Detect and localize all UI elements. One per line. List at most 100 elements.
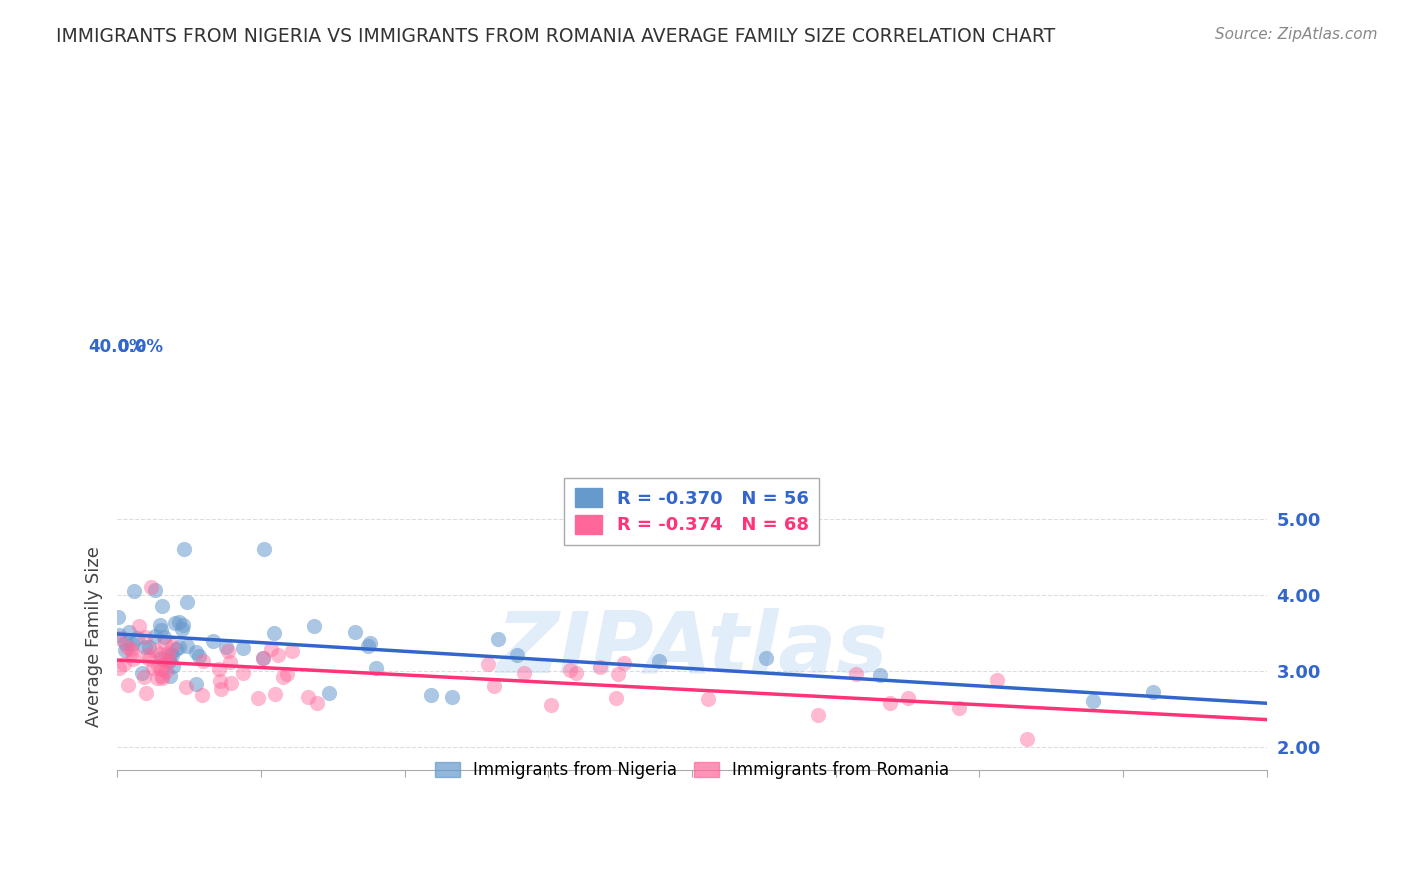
Immigrants from Nigeria xyxy=(122,584,145,599)
Immigrants from Romania xyxy=(157,647,180,661)
Immigrants from Nigeria xyxy=(159,648,181,662)
Immigrants from Nigeria xyxy=(440,690,463,704)
Immigrants from Romania xyxy=(948,700,970,714)
Immigrants from Romania xyxy=(605,691,627,706)
Immigrants from Romania xyxy=(271,670,294,684)
Immigrants from Romania xyxy=(558,663,581,677)
Immigrants from Romania xyxy=(879,696,901,710)
Immigrants from Romania xyxy=(1017,731,1039,746)
Immigrants from Romania xyxy=(155,655,177,669)
Immigrants from Romania xyxy=(281,643,304,657)
Immigrants from Nigeria xyxy=(121,637,143,651)
Immigrants from Romania xyxy=(565,666,588,681)
Immigrants from Nigeria xyxy=(215,640,238,654)
Immigrants from Romania xyxy=(221,676,243,690)
Immigrants from Romania xyxy=(209,673,232,688)
Immigrants from Romania xyxy=(142,661,165,675)
Immigrants from Romania xyxy=(155,636,177,650)
Immigrants from Nigeria xyxy=(131,665,153,680)
Immigrants from Romania xyxy=(513,666,536,681)
Immigrants from Nigeria xyxy=(232,640,254,655)
Immigrants from Romania xyxy=(218,655,240,669)
Immigrants from Romania xyxy=(482,679,505,693)
Immigrants from Nigeria xyxy=(169,615,191,629)
Immigrants from Nigeria xyxy=(318,685,340,699)
Legend: Immigrants from Nigeria, Immigrants from Romania: Immigrants from Nigeria, Immigrants from… xyxy=(427,755,956,786)
Immigrants from Nigeria xyxy=(506,648,529,662)
Immigrants from Nigeria xyxy=(165,641,187,656)
Immigrants from Romania xyxy=(477,657,499,671)
Immigrants from Nigeria xyxy=(150,599,173,613)
Immigrants from Romania xyxy=(149,647,172,661)
Immigrants from Romania xyxy=(897,690,920,705)
Immigrants from Nigeria xyxy=(165,615,187,630)
Immigrants from Romania xyxy=(845,666,868,681)
Immigrants from Romania xyxy=(589,660,612,674)
Immigrants from Nigeria xyxy=(173,541,195,556)
Immigrants from Romania xyxy=(260,642,283,657)
Immigrants from Romania xyxy=(121,645,143,659)
Immigrants from Nigeria xyxy=(143,629,166,643)
Immigrants from Nigeria xyxy=(150,623,173,637)
Immigrants from Nigeria xyxy=(344,624,367,639)
Immigrants from Nigeria xyxy=(167,640,190,654)
Immigrants from Romania xyxy=(120,642,142,657)
Immigrants from Nigeria xyxy=(1081,693,1104,707)
Immigrants from Nigeria xyxy=(302,619,325,633)
Immigrants from Romania xyxy=(153,652,176,666)
Immigrants from Romania xyxy=(276,667,298,681)
Immigrants from Nigeria xyxy=(107,610,129,624)
Immigrants from Nigeria xyxy=(108,628,131,642)
Immigrants from Romania xyxy=(607,667,630,681)
Immigrants from Romania xyxy=(121,651,143,665)
Immigrants from Romania xyxy=(135,686,157,700)
Immigrants from Romania xyxy=(191,654,214,668)
Immigrants from Nigeria xyxy=(114,636,136,650)
Immigrants from Nigeria xyxy=(159,669,181,683)
Immigrants from Nigeria xyxy=(160,648,183,663)
Immigrants from Romania xyxy=(174,680,197,694)
Immigrants from Romania xyxy=(232,665,254,680)
Immigrants from Nigeria xyxy=(157,654,180,668)
Immigrants from Nigeria xyxy=(253,541,276,556)
Immigrants from Romania xyxy=(540,698,562,713)
Immigrants from Romania xyxy=(252,651,274,665)
Immigrants from Nigeria xyxy=(125,631,148,645)
Immigrants from Romania xyxy=(146,671,169,685)
Immigrants from Nigeria xyxy=(143,583,166,598)
Text: ZIPAtlas: ZIPAtlas xyxy=(496,608,887,691)
Immigrants from Romania xyxy=(148,658,170,673)
Immigrants from Romania xyxy=(128,618,150,632)
Text: 0.0%: 0.0% xyxy=(117,338,163,356)
Immigrants from Nigeria xyxy=(486,632,509,647)
Immigrants from Romania xyxy=(150,669,173,683)
Immigrants from Romania xyxy=(136,648,159,662)
Immigrants from Romania xyxy=(986,673,1008,688)
Immigrants from Romania xyxy=(264,688,287,702)
Immigrants from Romania xyxy=(305,696,328,710)
Immigrants from Nigeria xyxy=(184,677,207,691)
Immigrants from Nigeria xyxy=(176,639,198,653)
Text: IMMIGRANTS FROM NIGERIA VS IMMIGRANTS FROM ROMANIA AVERAGE FAMILY SIZE CORRELATI: IMMIGRANTS FROM NIGERIA VS IMMIGRANTS FR… xyxy=(56,27,1056,45)
Immigrants from Nigeria xyxy=(263,625,285,640)
Immigrants from Romania xyxy=(246,690,269,705)
Immigrants from Nigeria xyxy=(420,688,443,702)
Immigrants from Nigeria xyxy=(138,640,160,655)
Immigrants from Nigeria xyxy=(869,668,891,682)
Immigrants from Romania xyxy=(613,656,636,670)
Immigrants from Romania xyxy=(217,644,239,658)
Immigrants from Romania xyxy=(150,662,173,676)
Immigrants from Nigeria xyxy=(186,645,208,659)
Immigrants from Nigeria xyxy=(176,595,198,609)
Immigrants from Nigeria xyxy=(114,642,136,657)
Immigrants from Nigeria xyxy=(153,630,176,644)
Immigrants from Romania xyxy=(190,688,212,702)
Immigrants from Romania xyxy=(138,652,160,666)
Immigrants from Nigeria xyxy=(118,625,141,640)
Immigrants from Romania xyxy=(157,653,180,667)
Immigrants from Nigeria xyxy=(134,640,156,655)
Immigrants from Romania xyxy=(108,631,131,645)
Immigrants from Romania xyxy=(139,580,162,594)
Immigrants from Romania xyxy=(150,671,173,685)
Immigrants from Nigeria xyxy=(755,650,778,665)
